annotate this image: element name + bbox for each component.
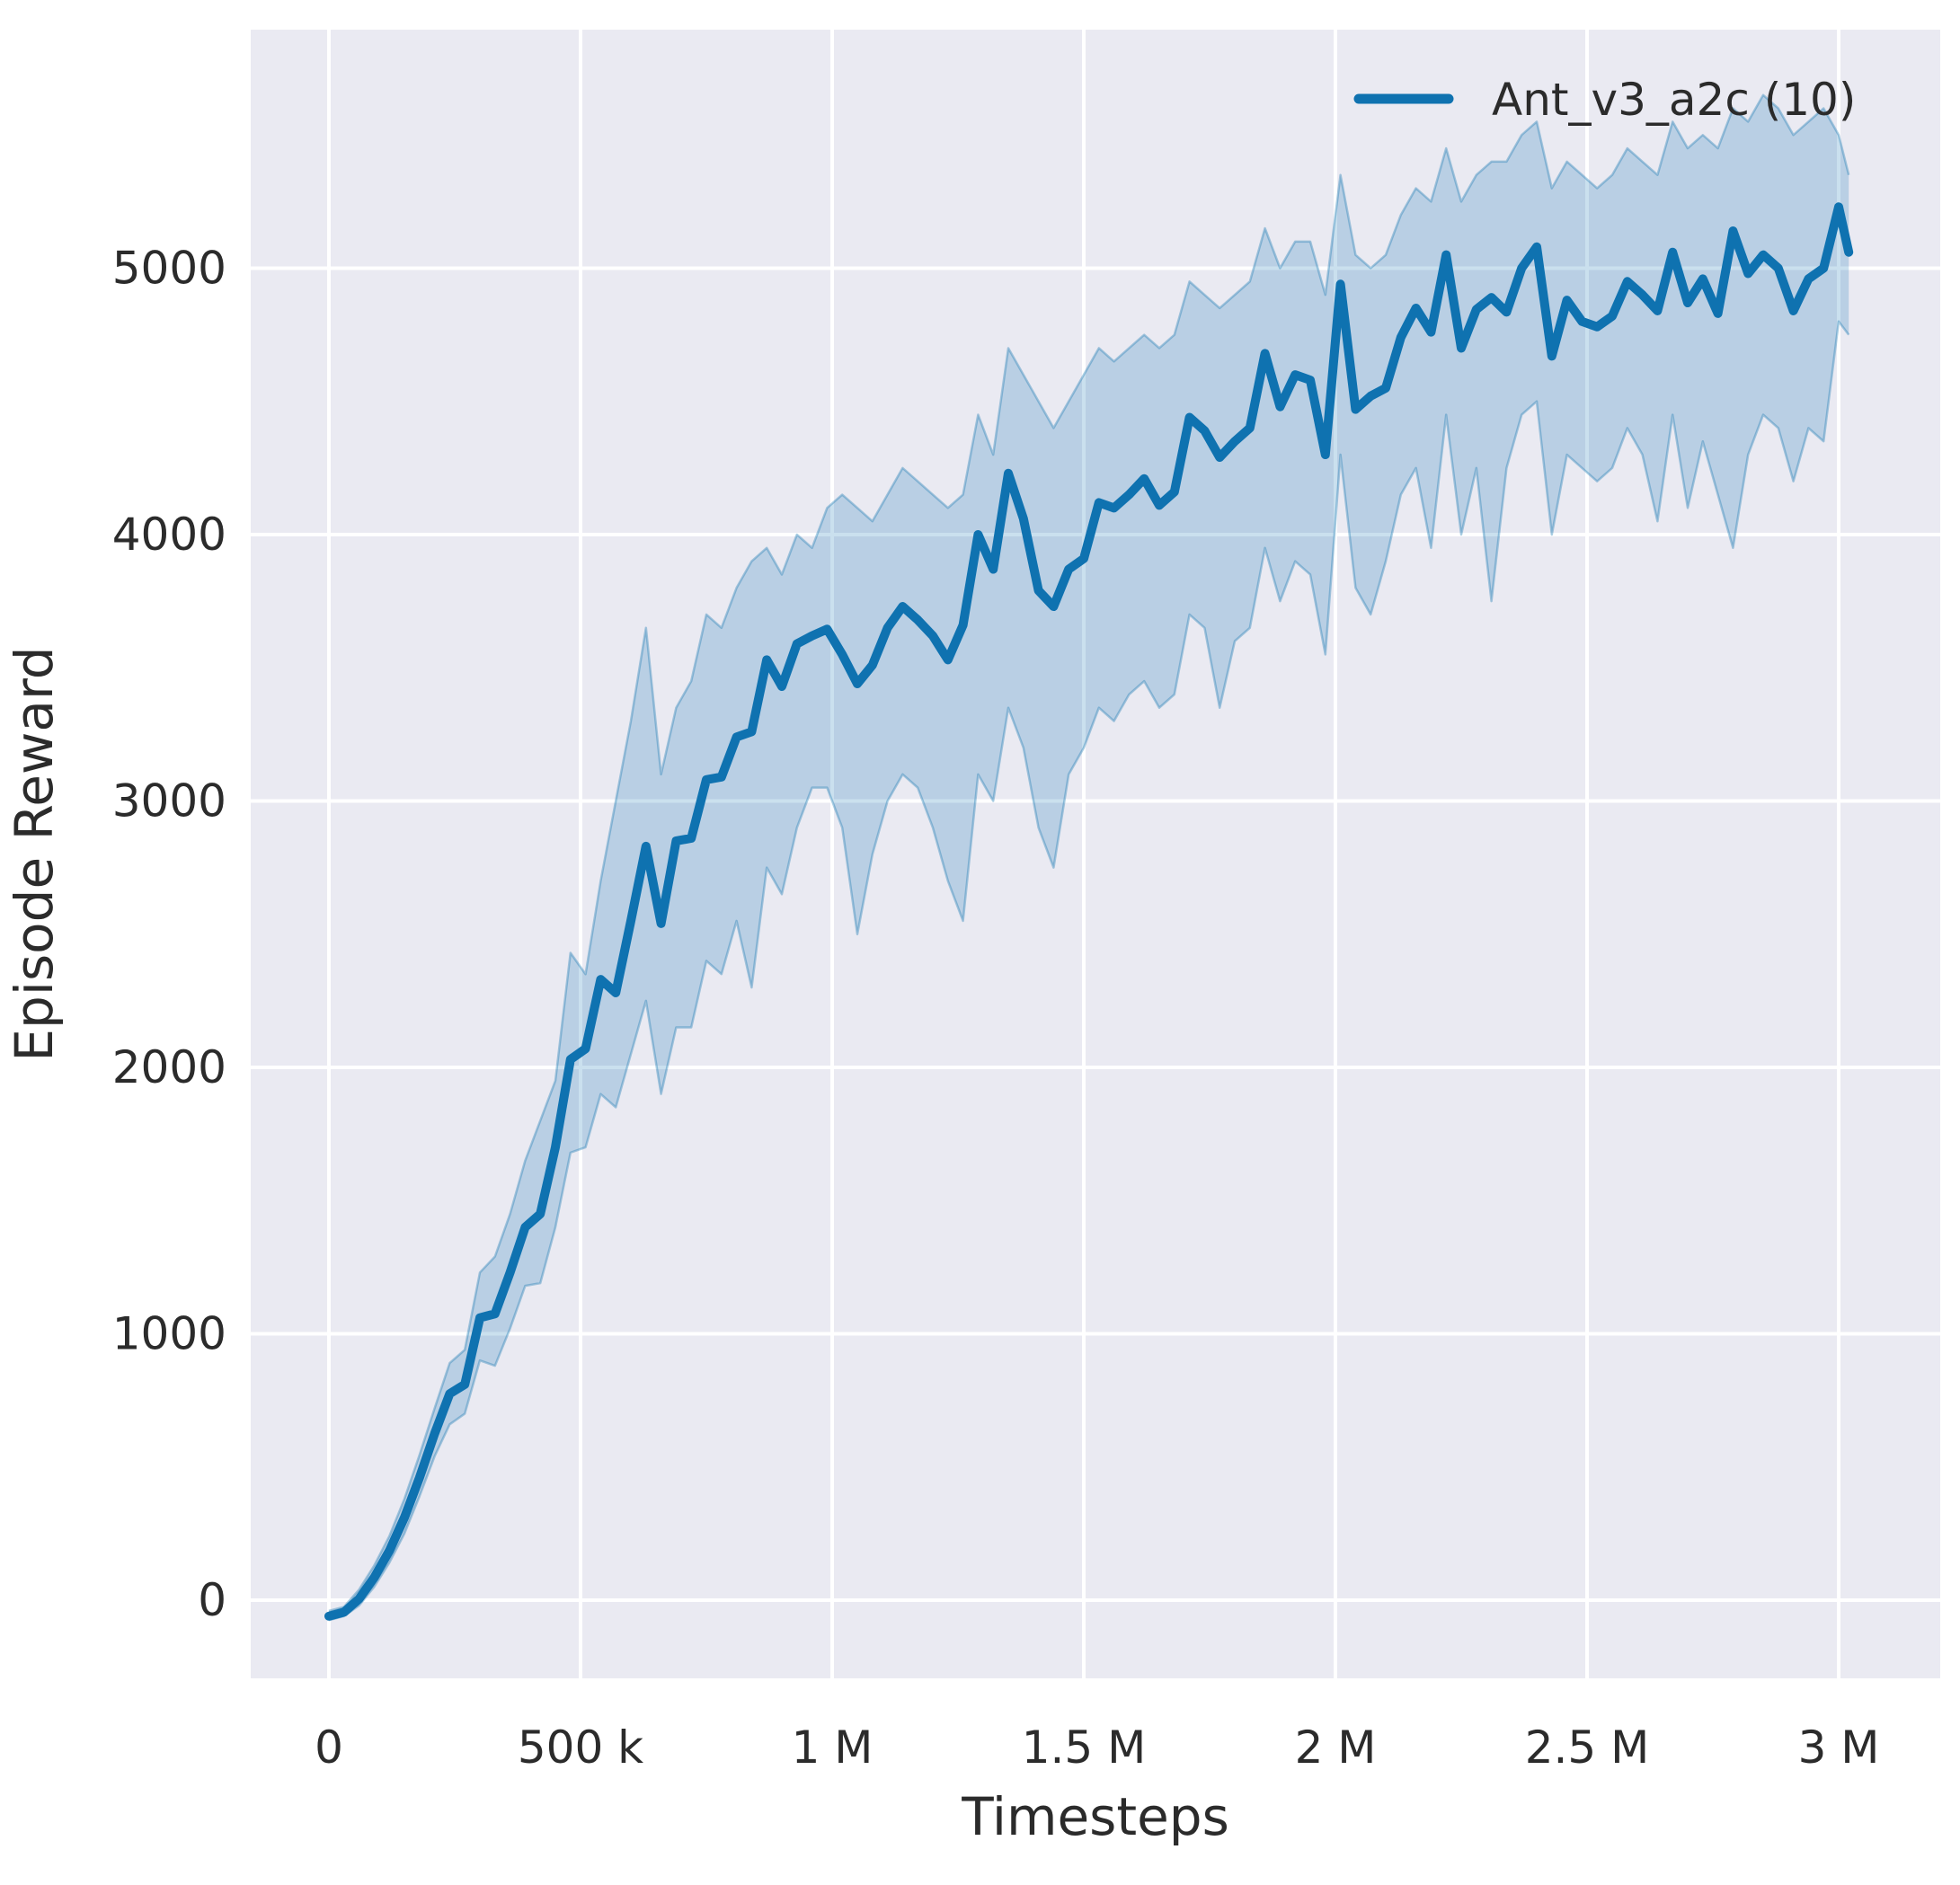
confidence-band <box>329 94 1849 1621</box>
x-tick-label: 0 <box>315 1721 343 1774</box>
x-tick-label: 1 M <box>792 1721 874 1774</box>
y-tick-label: 5000 <box>112 243 226 295</box>
confidence-band-lower-edge <box>328 320 1850 1622</box>
x-tick-label: 3 M <box>1798 1721 1880 1774</box>
y-tick-label: 0 <box>198 1574 226 1626</box>
x-tick-label: 500 k <box>518 1721 643 1774</box>
series-line <box>324 202 1854 1621</box>
x-tick-label: 2.5 M <box>1525 1721 1650 1774</box>
x-tick-label: 1.5 M <box>1022 1721 1147 1774</box>
x-tick-label: 2 M <box>1295 1721 1377 1774</box>
confidence-band-upper-edge <box>328 93 1850 1613</box>
y-tick-label: 1000 <box>112 1308 226 1360</box>
y-tick-label: 3000 <box>112 775 226 827</box>
y-axis-label: Episode Reward <box>4 646 65 1061</box>
y-tick-label: 2000 <box>112 1041 226 1093</box>
tick-labels: 0 500 k 1 M 1.5 M 2 M 2.5 M 3 M 0 1000 2000 3000 40… <box>112 243 1880 1774</box>
x-axis-label: Timesteps <box>961 1786 1229 1847</box>
legend-label: Ant_v3_a2c (10) <box>1492 74 1856 126</box>
y-tick-label: 4000 <box>112 509 226 561</box>
legend: Ant_v3_a2c (10) <box>1353 74 1856 126</box>
